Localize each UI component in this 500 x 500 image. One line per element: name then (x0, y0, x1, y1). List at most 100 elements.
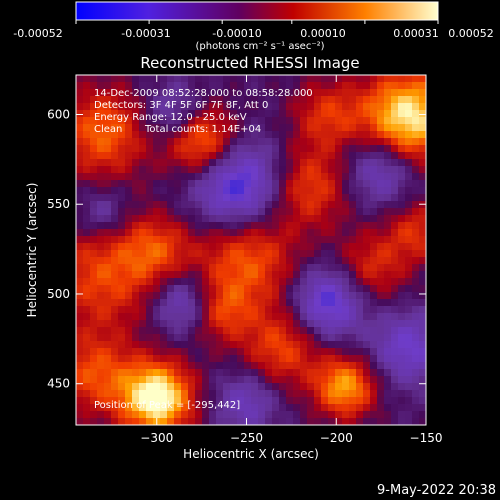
heatmap-cell (83, 194, 91, 202)
heatmap-cell (104, 362, 112, 370)
heatmap-cell (279, 257, 287, 265)
heatmap-cell (139, 299, 147, 307)
heatmap-cell (244, 418, 252, 426)
heatmap-cell (83, 418, 91, 426)
heatmap-cell (279, 236, 287, 244)
heatmap-cell (167, 159, 175, 167)
heatmap-cell (237, 180, 245, 188)
heatmap-cell (90, 397, 98, 405)
heatmap-cell (209, 355, 217, 363)
heatmap-cell (398, 362, 406, 370)
heatmap-cell (370, 124, 378, 132)
heatmap-cell (139, 208, 147, 216)
heatmap-cell (125, 103, 133, 111)
heatmap-cell (83, 362, 91, 370)
heatmap-cell (104, 411, 112, 419)
heatmap-cell (251, 334, 259, 342)
heatmap-cell (244, 117, 252, 125)
heatmap-cell (90, 334, 98, 342)
heatmap-cell (181, 383, 189, 391)
heatmap-cell (251, 278, 259, 286)
heatmap-image (76, 75, 427, 426)
heatmap-cell (342, 390, 350, 398)
heatmap-cell (398, 229, 406, 237)
heatmap-cell (286, 257, 294, 265)
heatmap-cell (356, 418, 364, 426)
y-tick-label: 550 (47, 197, 70, 211)
heatmap-cell (398, 194, 406, 202)
heatmap-cell (265, 369, 273, 377)
heatmap-cell (412, 96, 420, 104)
heatmap-cell (412, 355, 420, 363)
heatmap-cell (279, 131, 287, 139)
heatmap-cell (160, 215, 168, 223)
heatmap-cell (377, 201, 385, 209)
heatmap-cell (195, 257, 203, 265)
heatmap-cell (377, 187, 385, 195)
heatmap-cell (139, 117, 147, 125)
heatmap-cell (167, 397, 175, 405)
heatmap-cell (118, 201, 126, 209)
heatmap-cell (293, 327, 301, 335)
heatmap-cell (216, 334, 224, 342)
heatmap-cell (209, 215, 217, 223)
heatmap-cell (384, 96, 392, 104)
heatmap-cell (335, 236, 343, 244)
heatmap-cell (230, 334, 238, 342)
heatmap-cell (272, 159, 280, 167)
heatmap-cell (363, 152, 371, 160)
heatmap-cell (188, 180, 196, 188)
heatmap-cell (181, 89, 189, 97)
heatmap-cell (97, 313, 105, 321)
heatmap-cell (300, 152, 308, 160)
heatmap-cell (146, 89, 154, 97)
heatmap-cell (307, 271, 315, 279)
heatmap-cell (293, 138, 301, 146)
heatmap-cell (132, 180, 140, 188)
heatmap-cell (216, 131, 224, 139)
heatmap-cell (356, 285, 364, 293)
heatmap-cell (202, 236, 210, 244)
heatmap-cell (391, 292, 399, 300)
heatmap-cell (125, 222, 133, 230)
heatmap-cell (216, 369, 224, 377)
heatmap-cell (272, 278, 280, 286)
heatmap-cell (125, 173, 133, 181)
heatmap-cell (139, 222, 147, 230)
heatmap-cell (314, 250, 322, 258)
heatmap-cell (209, 257, 217, 265)
heatmap-cell (419, 341, 427, 349)
heatmap-cell (83, 264, 91, 272)
heatmap-cell (335, 327, 343, 335)
heatmap-cell (265, 397, 273, 405)
heatmap-cell (265, 250, 273, 258)
heatmap-cell (97, 138, 105, 146)
heatmap-cell (391, 327, 399, 335)
heatmap-cell (244, 362, 252, 370)
heatmap-cell (363, 257, 371, 265)
heatmap-cell (286, 376, 294, 384)
heatmap-cell (167, 390, 175, 398)
heatmap-cell (244, 173, 252, 181)
heatmap-cell (405, 334, 413, 342)
heatmap-cell (244, 96, 252, 104)
heatmap-cell (251, 250, 259, 258)
heatmap-cell (265, 334, 273, 342)
heatmap-cell (377, 89, 385, 97)
heatmap-cell (167, 194, 175, 202)
heatmap-cell (335, 390, 343, 398)
heatmap-cell (244, 404, 252, 412)
heatmap-cell (412, 292, 420, 300)
heatmap-cell (328, 173, 336, 181)
heatmap-cell (293, 152, 301, 160)
heatmap-cell (300, 103, 308, 111)
heatmap-cell (216, 327, 224, 335)
x-tick-label: −200 (320, 431, 353, 445)
heatmap-cell (139, 355, 147, 363)
heatmap-cell (118, 320, 126, 328)
heatmap-cell (349, 229, 357, 237)
heatmap-cell (76, 145, 84, 153)
heatmap-cell (356, 103, 364, 111)
heatmap-cell (132, 299, 140, 307)
heatmap-cell (237, 341, 245, 349)
